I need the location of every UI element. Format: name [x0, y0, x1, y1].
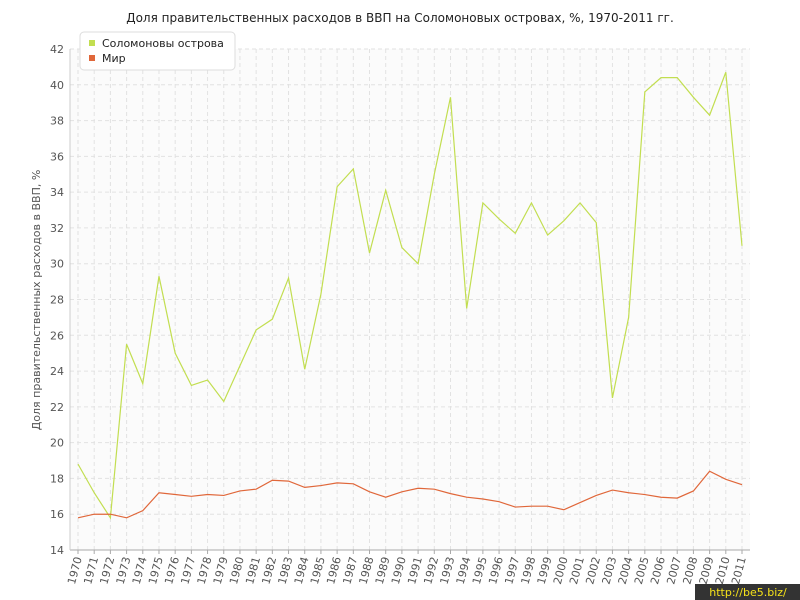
series-line	[77, 72, 743, 520]
y-tick-label: 18	[50, 472, 64, 485]
legend-swatch	[89, 40, 95, 46]
y-tick-label: 22	[50, 401, 64, 414]
y-axis-label: Доля правительственных расходов в ВВП, %	[30, 170, 43, 431]
y-tick-label: 34	[50, 186, 64, 199]
watermark-bg	[695, 584, 800, 600]
legend-label: Соломоновы острова	[102, 37, 224, 50]
y-tick-label: 30	[50, 258, 64, 271]
y-tick-label: 32	[50, 222, 64, 235]
y-tick-label: 42	[50, 43, 64, 56]
y-tick-label: 14	[50, 544, 64, 557]
chart-title: Доля правительственных расходов в ВВП на…	[126, 11, 674, 25]
y-tick-label: 24	[50, 365, 64, 378]
legend-swatch	[89, 55, 95, 61]
legend-label: Мир	[102, 52, 126, 65]
y-tick-label: 16	[50, 508, 64, 521]
watermark: http://be5.biz/	[709, 586, 787, 599]
y-tick-label: 38	[50, 115, 64, 128]
legend-box	[79, 31, 236, 71]
y-tick-label: 36	[50, 150, 64, 163]
y-tick-label: 40	[50, 79, 64, 92]
y-tick-label: 20	[50, 437, 64, 450]
y-tick-label: 28	[50, 294, 64, 307]
series-line	[77, 470, 743, 519]
y-tick-label: 26	[50, 329, 64, 342]
